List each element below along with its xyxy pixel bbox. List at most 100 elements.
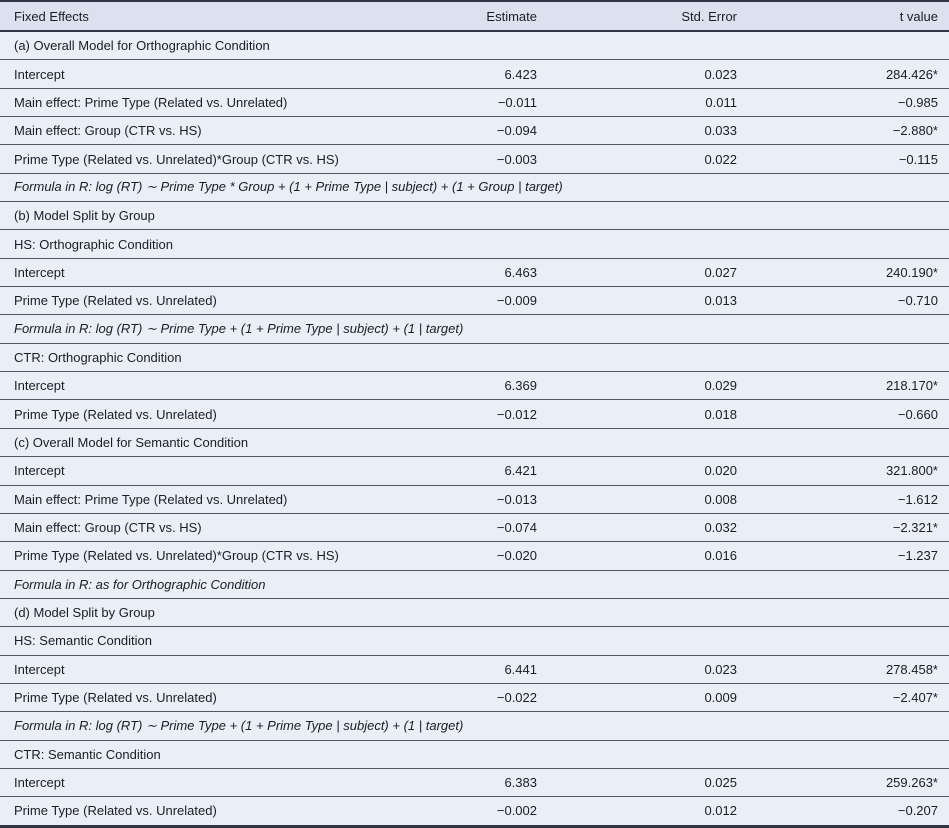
data-row: Main effect: Group (CTR vs. HS) −0.094 0.0… bbox=[0, 116, 949, 146]
estimate-cell: −0.011 bbox=[434, 88, 537, 118]
std-error-cell: 0.023 bbox=[537, 655, 737, 684]
std-error-cell: 0.032 bbox=[537, 513, 737, 543]
estimate-cell: −0.002 bbox=[434, 796, 537, 827]
column-header-estimate: Estimate bbox=[434, 1, 537, 32]
std-error-cell: 0.011 bbox=[537, 88, 737, 118]
row-label-cell: Intercept bbox=[0, 59, 434, 89]
t-value-cell: −1.612 bbox=[737, 485, 949, 514]
t-value-cell: 278.458* bbox=[737, 655, 949, 684]
section-row: (b) Model Split by Group bbox=[0, 201, 949, 231]
estimate-cell: 6.383 bbox=[434, 768, 537, 798]
section-title: CTR: Orthographic Condition bbox=[0, 343, 949, 373]
std-error-cell: 0.012 bbox=[537, 796, 737, 827]
section-title: HS: Semantic Condition bbox=[0, 626, 949, 656]
t-value-cell: −2.880* bbox=[737, 116, 949, 146]
t-value-cell: −2.407* bbox=[737, 683, 949, 713]
formula-text: Formula in R: log (RT) ∼ Prime Type * Gr… bbox=[0, 173, 949, 203]
t-value-cell: −0.660 bbox=[737, 399, 949, 429]
data-row: Intercept 6.441 0.023 278.458* bbox=[0, 655, 949, 684]
data-row: Prime Type (Related vs. Unrelated) −0.012… bbox=[0, 399, 949, 429]
section-title: (d) Model Split by Group bbox=[0, 598, 949, 628]
row-label-cell: Prime Type (Related vs. Unrelated)*Group… bbox=[0, 144, 434, 174]
t-value-cell: 321.800* bbox=[737, 456, 949, 486]
std-error-cell: 0.008 bbox=[537, 485, 737, 514]
std-error-cell: 0.016 bbox=[537, 541, 737, 571]
data-row: Prime Type (Related vs. Unrelated) −0.022… bbox=[0, 683, 949, 713]
std-error-cell: 0.029 bbox=[537, 371, 737, 401]
std-error-cell: 0.018 bbox=[537, 399, 737, 429]
column-header-fixed-effects: Fixed Effects bbox=[0, 1, 434, 32]
row-label-cell: Intercept bbox=[0, 655, 434, 684]
row-label-cell: Prime Type (Related vs. Unrelated) bbox=[0, 796, 434, 827]
row-label-cell: Main effect: Group (CTR vs. HS) bbox=[0, 116, 434, 146]
data-row: Prime Type (Related vs. Unrelated) −0.009… bbox=[0, 286, 949, 316]
section-title: CTR: Semantic Condition bbox=[0, 740, 949, 769]
row-label-cell: Intercept bbox=[0, 258, 434, 288]
section-row: HS: Orthographic Condition bbox=[0, 229, 949, 259]
data-row: Prime Type (Related vs. Unrelated) −0.002… bbox=[0, 796, 949, 827]
std-error-cell: 0.033 bbox=[537, 116, 737, 146]
t-value-cell: 240.190* bbox=[737, 258, 949, 288]
table-header-row: Fixed Effects Estimate Std. Error t valu… bbox=[0, 1, 949, 32]
std-error-cell: 0.025 bbox=[537, 768, 737, 798]
t-value-cell: 284.426* bbox=[737, 59, 949, 89]
section-title: HS: Orthographic Condition bbox=[0, 229, 949, 259]
formula-text: Formula in R: as for Orthographic Condit… bbox=[0, 570, 949, 599]
row-label-cell: Prime Type (Related vs. Unrelated) bbox=[0, 683, 434, 713]
t-value-cell: −0.985 bbox=[737, 88, 949, 118]
row-label-cell: Main effect: Group (CTR vs. HS) bbox=[0, 513, 434, 543]
row-label-cell: Prime Type (Related vs. Unrelated)*Group… bbox=[0, 541, 434, 571]
t-value-cell: 259.263* bbox=[737, 768, 949, 798]
data-row: Intercept 6.383 0.025 259.263* bbox=[0, 768, 949, 798]
estimate-cell: −0.012 bbox=[434, 399, 537, 429]
estimate-cell: −0.009 bbox=[434, 286, 537, 316]
section-title: (c) Overall Model for Semantic Condition bbox=[0, 428, 949, 458]
section-row: CTR: Orthographic Condition bbox=[0, 343, 949, 373]
formula-row: Formula in R: as for Orthographic Condit… bbox=[0, 570, 949, 599]
std-error-cell: 0.023 bbox=[537, 59, 737, 89]
estimate-cell: −0.020 bbox=[434, 541, 537, 571]
std-error-cell: 0.009 bbox=[537, 683, 737, 713]
data-row: Intercept 6.421 0.020 321.800* bbox=[0, 456, 949, 486]
t-value-cell: −0.115 bbox=[737, 144, 949, 174]
t-value-cell: −0.207 bbox=[737, 796, 949, 827]
estimate-cell: 6.423 bbox=[434, 59, 537, 89]
data-row: Prime Type (Related vs. Unrelated)*Group… bbox=[0, 144, 949, 174]
formula-row: Formula in R: log (RT) ∼ Prime Type + (1… bbox=[0, 314, 949, 344]
section-row: CTR: Semantic Condition bbox=[0, 740, 949, 769]
t-value-cell: 218.170* bbox=[737, 371, 949, 401]
estimate-cell: −0.074 bbox=[434, 513, 537, 543]
section-row: (a) Overall Model for Orthographic Condi… bbox=[0, 31, 949, 61]
row-label-cell: Main effect: Prime Type (Related vs. Unr… bbox=[0, 485, 434, 514]
section-row: (d) Model Split by Group bbox=[0, 598, 949, 628]
row-label-cell: Prime Type (Related vs. Unrelated) bbox=[0, 286, 434, 316]
t-value-cell: −1.237 bbox=[737, 541, 949, 571]
data-row: Prime Type (Related vs. Unrelated)*Group… bbox=[0, 541, 949, 571]
estimate-cell: −0.013 bbox=[434, 485, 537, 514]
estimate-cell: 6.421 bbox=[434, 456, 537, 486]
std-error-cell: 0.013 bbox=[537, 286, 737, 316]
std-error-cell: 0.022 bbox=[537, 144, 737, 174]
data-row: Intercept 6.463 0.027 240.190* bbox=[0, 258, 949, 288]
row-label-cell: Intercept bbox=[0, 371, 434, 401]
std-error-cell: 0.020 bbox=[537, 456, 737, 486]
section-row: HS: Semantic Condition bbox=[0, 626, 949, 656]
estimate-cell: −0.022 bbox=[434, 683, 537, 713]
std-error-cell: 0.027 bbox=[537, 258, 737, 288]
row-label-cell: Main effect: Prime Type (Related vs. Unr… bbox=[0, 88, 434, 118]
estimate-cell: 6.441 bbox=[434, 655, 537, 684]
estimate-cell: 6.369 bbox=[434, 371, 537, 401]
row-label-cell: Prime Type (Related vs. Unrelated) bbox=[0, 399, 434, 429]
formula-text: Formula in R: log (RT) ∼ Prime Type + (1… bbox=[0, 711, 949, 741]
row-label-cell: Intercept bbox=[0, 456, 434, 486]
column-header-std-error: Std. Error bbox=[537, 1, 737, 32]
t-value-cell: −2.321* bbox=[737, 513, 949, 543]
estimate-cell: −0.003 bbox=[434, 144, 537, 174]
data-row: Main effect: Prime Type (Related vs. Unr… bbox=[0, 485, 949, 514]
data-row: Intercept 6.369 0.029 218.170* bbox=[0, 371, 949, 401]
estimate-cell: −0.094 bbox=[434, 116, 537, 146]
estimate-cell: 6.463 bbox=[434, 258, 537, 288]
section-title: (a) Overall Model for Orthographic Condi… bbox=[0, 31, 949, 61]
t-value-cell: −0.710 bbox=[737, 286, 949, 316]
